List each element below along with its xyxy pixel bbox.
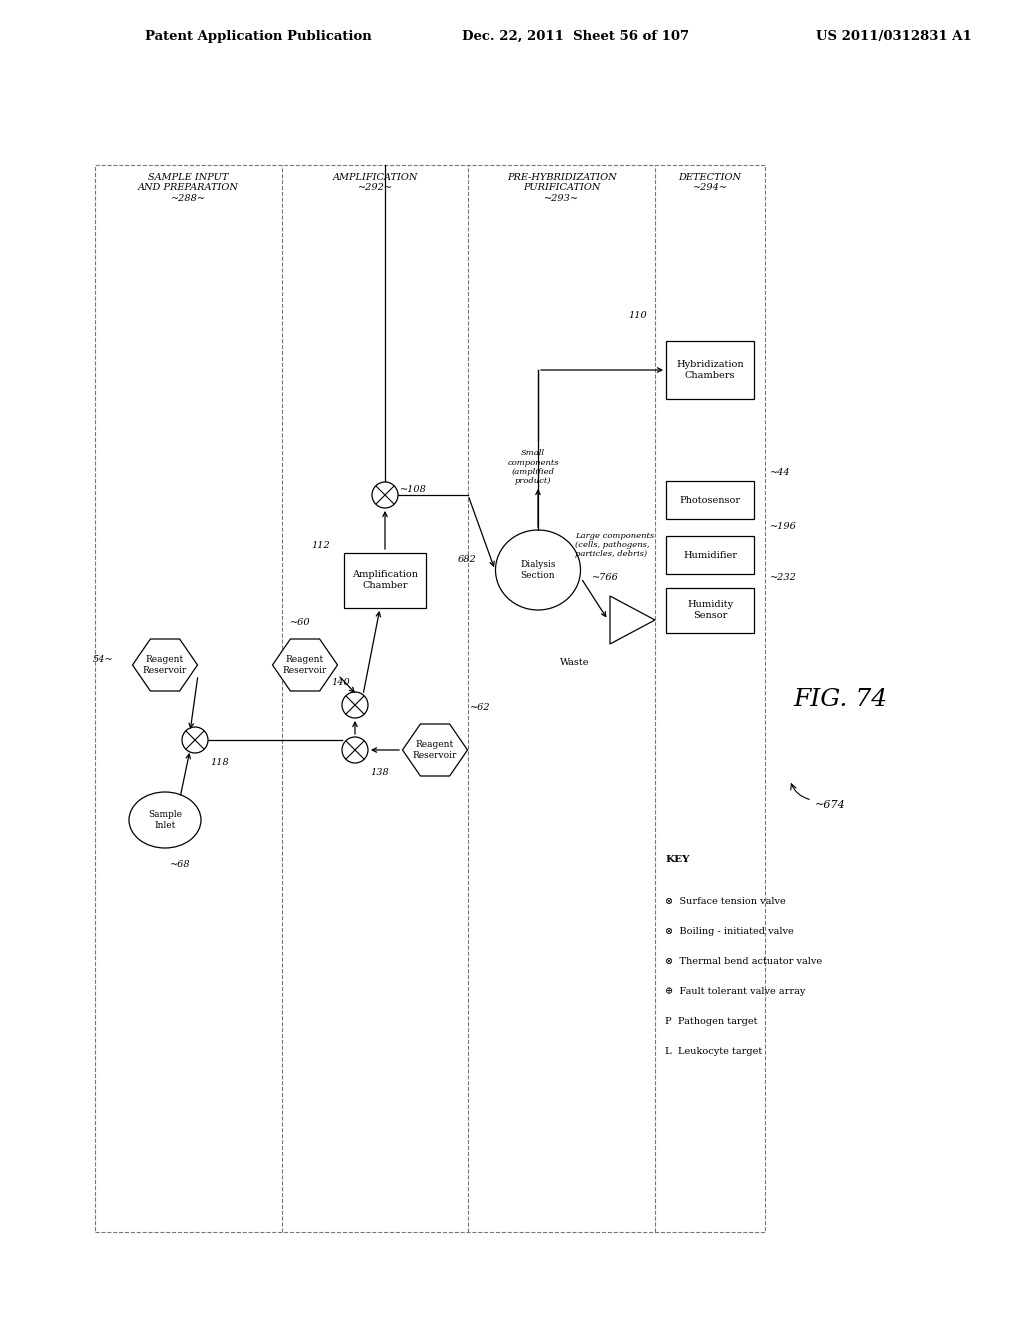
Polygon shape bbox=[132, 639, 198, 690]
FancyBboxPatch shape bbox=[95, 165, 765, 1232]
Text: P  Pathogen target: P Pathogen target bbox=[665, 1016, 758, 1026]
Text: ~60: ~60 bbox=[290, 618, 310, 627]
Text: Hybridization
Chambers: Hybridization Chambers bbox=[676, 360, 743, 380]
Text: SAMPLE INPUT
AND PREPARATION
~288~: SAMPLE INPUT AND PREPARATION ~288~ bbox=[138, 173, 239, 203]
Text: 138: 138 bbox=[370, 768, 389, 777]
Text: 54~: 54~ bbox=[92, 656, 113, 664]
FancyBboxPatch shape bbox=[666, 587, 754, 632]
Text: 112: 112 bbox=[311, 540, 330, 549]
Text: Dialysis
Section: Dialysis Section bbox=[520, 560, 556, 579]
Circle shape bbox=[342, 737, 368, 763]
FancyBboxPatch shape bbox=[666, 536, 754, 574]
Text: ~108: ~108 bbox=[400, 486, 427, 495]
Text: 140: 140 bbox=[331, 678, 350, 686]
Circle shape bbox=[182, 727, 208, 752]
Text: Amplification
Chamber: Amplification Chamber bbox=[352, 570, 418, 590]
Text: Patent Application Publication: Patent Application Publication bbox=[145, 30, 372, 44]
Text: US 2011/0312831 A1: US 2011/0312831 A1 bbox=[816, 30, 972, 44]
Ellipse shape bbox=[496, 531, 581, 610]
Text: ~196: ~196 bbox=[770, 523, 797, 532]
Polygon shape bbox=[402, 723, 468, 776]
Text: ⊕  Fault tolerant valve array: ⊕ Fault tolerant valve array bbox=[665, 987, 805, 997]
Ellipse shape bbox=[129, 792, 201, 847]
Text: Reagent
Reservoir: Reagent Reservoir bbox=[283, 655, 328, 675]
Text: ~674: ~674 bbox=[815, 800, 846, 810]
Polygon shape bbox=[610, 597, 655, 644]
Text: KEY: KEY bbox=[665, 855, 689, 865]
Text: Small
components
(amplified
product): Small components (amplified product) bbox=[507, 449, 559, 484]
Text: ⊗  Thermal bend actuator valve: ⊗ Thermal bend actuator valve bbox=[665, 957, 822, 966]
Text: Dec. 22, 2011  Sheet 56 of 107: Dec. 22, 2011 Sheet 56 of 107 bbox=[462, 30, 689, 44]
Text: ⊗  Surface tension valve: ⊗ Surface tension valve bbox=[665, 898, 785, 906]
Text: ~68: ~68 bbox=[170, 861, 190, 869]
Text: ⊗  Boiling - initiated valve: ⊗ Boiling - initiated valve bbox=[665, 927, 794, 936]
Text: Photosensor: Photosensor bbox=[680, 495, 740, 504]
Text: Humidity
Sensor: Humidity Sensor bbox=[687, 601, 733, 619]
FancyBboxPatch shape bbox=[666, 341, 754, 399]
Text: ~766: ~766 bbox=[592, 573, 618, 582]
Text: Sample
Inlet: Sample Inlet bbox=[148, 810, 182, 830]
Text: L  Leukocyte target: L Leukocyte target bbox=[665, 1047, 762, 1056]
Text: ~44: ~44 bbox=[770, 467, 791, 477]
Text: ~232: ~232 bbox=[770, 573, 797, 582]
FancyBboxPatch shape bbox=[666, 480, 754, 519]
Text: Reagent
Reservoir: Reagent Reservoir bbox=[142, 655, 187, 675]
Text: DETECTION
~294~: DETECTION ~294~ bbox=[679, 173, 741, 193]
Text: 682: 682 bbox=[458, 556, 476, 565]
Polygon shape bbox=[272, 639, 338, 690]
Circle shape bbox=[342, 692, 368, 718]
Text: Waste: Waste bbox=[560, 657, 590, 667]
Text: FIG. 74: FIG. 74 bbox=[793, 689, 887, 711]
Text: ~62: ~62 bbox=[470, 704, 490, 711]
Text: Humidifier: Humidifier bbox=[683, 550, 737, 560]
Text: Large components
(cells, pathogens,
particles, debris): Large components (cells, pathogens, part… bbox=[575, 532, 654, 558]
Text: 118: 118 bbox=[210, 758, 228, 767]
Circle shape bbox=[372, 482, 398, 508]
FancyBboxPatch shape bbox=[344, 553, 426, 607]
Text: AMPLIFICATION
~292~: AMPLIFICATION ~292~ bbox=[333, 173, 418, 193]
Text: 110: 110 bbox=[629, 312, 647, 319]
Text: PRE-HYBRIDIZATION
PURIFICATION
~293~: PRE-HYBRIDIZATION PURIFICATION ~293~ bbox=[507, 173, 616, 203]
Text: Reagent
Reservoir: Reagent Reservoir bbox=[413, 741, 457, 760]
